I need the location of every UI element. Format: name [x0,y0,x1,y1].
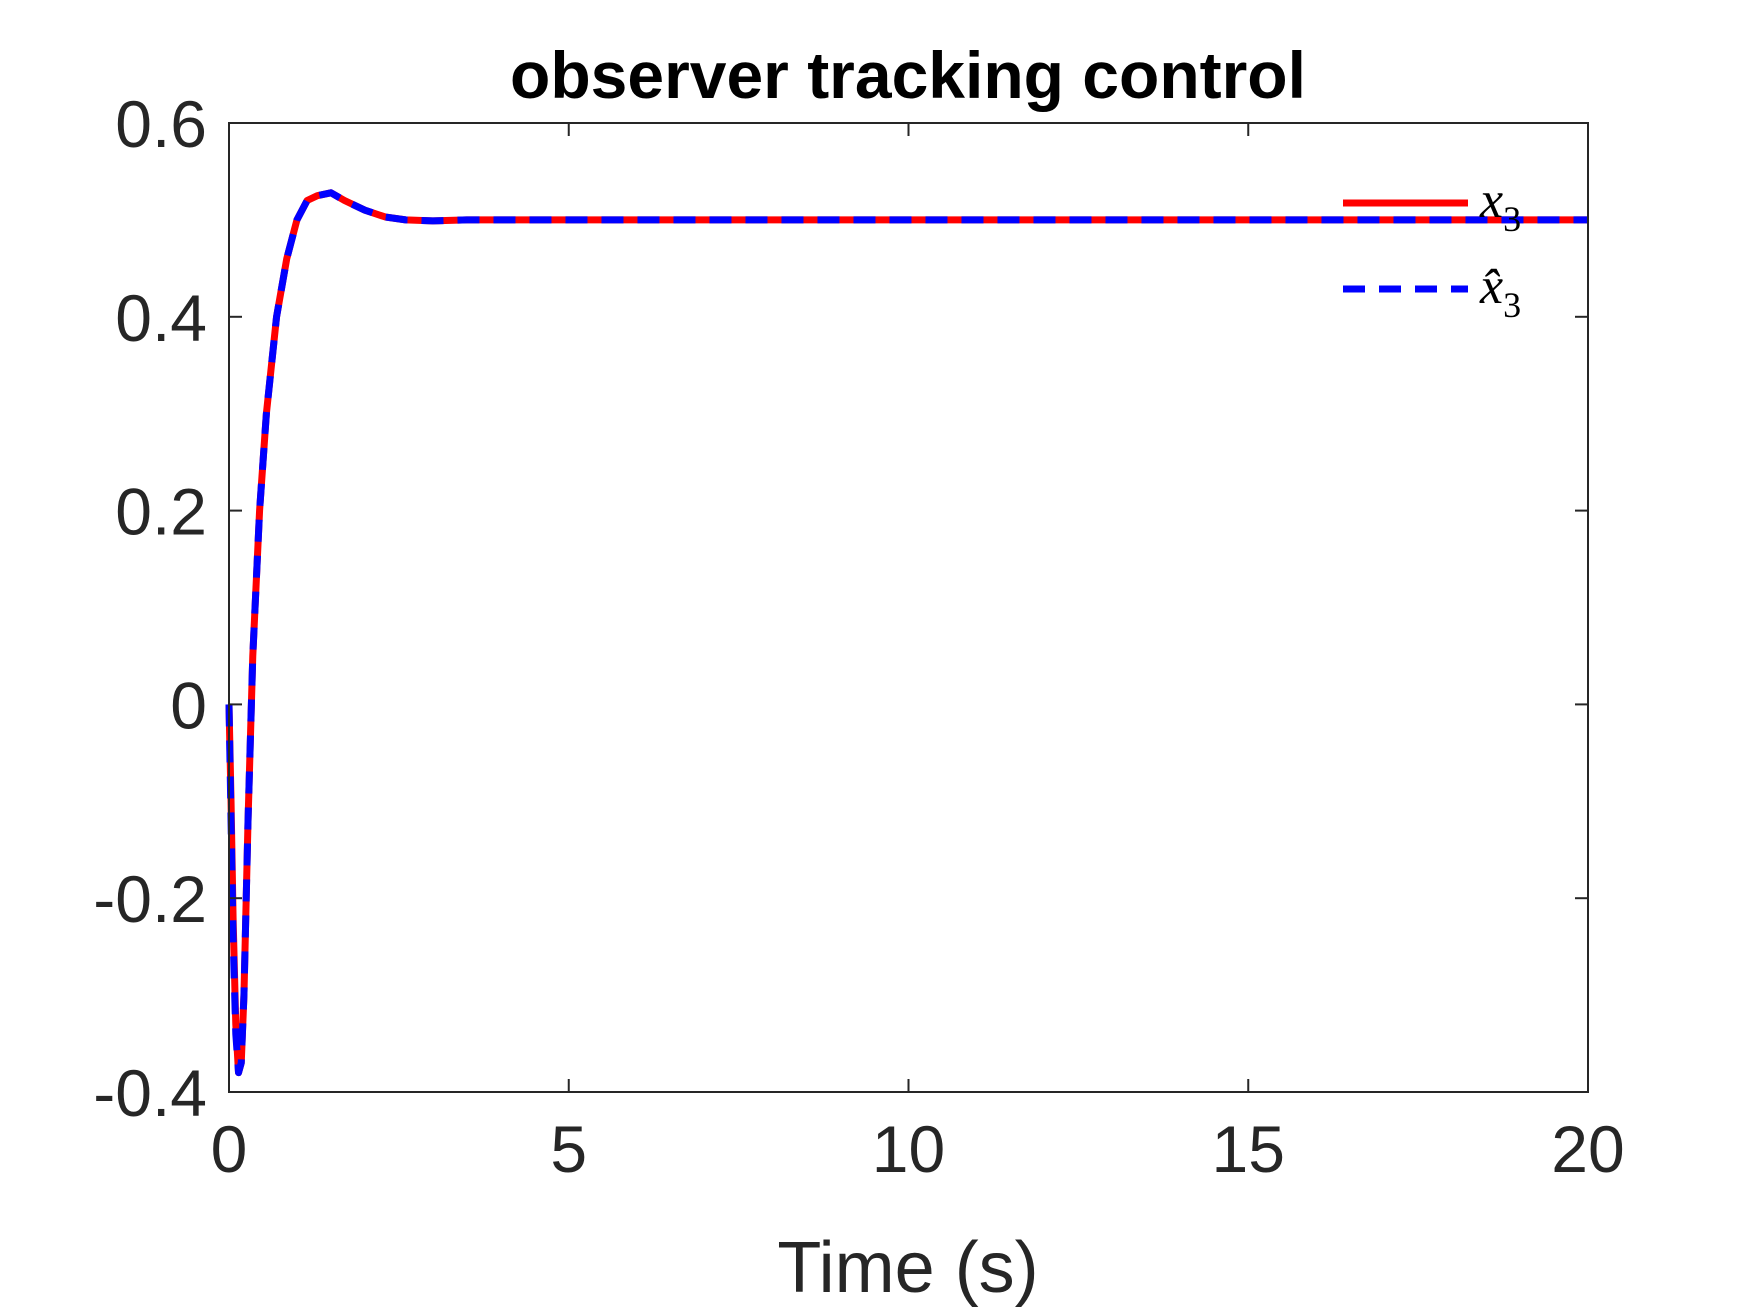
legend: x3x̂3 [1343,172,1521,325]
y-tick-label: 0.6 [115,87,207,161]
y-tick-label: -0.4 [93,1056,207,1130]
x-tick-label: 5 [550,1112,587,1186]
y-tick-label: 0 [170,668,207,742]
x-axis-label: Time (s) [777,1228,1038,1308]
y-tick-label: 0.2 [115,475,207,549]
axes-layer: 0 5 10 15 20 -0.4 -0.2 0 0.2 0.4 0.6 [93,87,1624,1186]
legend-label-1: x3 [1479,172,1521,239]
y-tick-label: 0.4 [115,281,207,355]
x-tick-label: 15 [1212,1112,1285,1186]
x-tick-label: 20 [1551,1112,1624,1186]
series-line-2 [225,189,1588,1077]
x-tick-label: 10 [872,1112,945,1186]
plot-area [229,123,1588,1092]
y-tick-label: -0.2 [93,862,207,936]
series-layer [225,189,1588,1077]
x-tick-label: 0 [211,1112,248,1186]
chart-title: observer tracking control [510,38,1306,112]
legend-label-2: x̂3 [1479,258,1521,325]
